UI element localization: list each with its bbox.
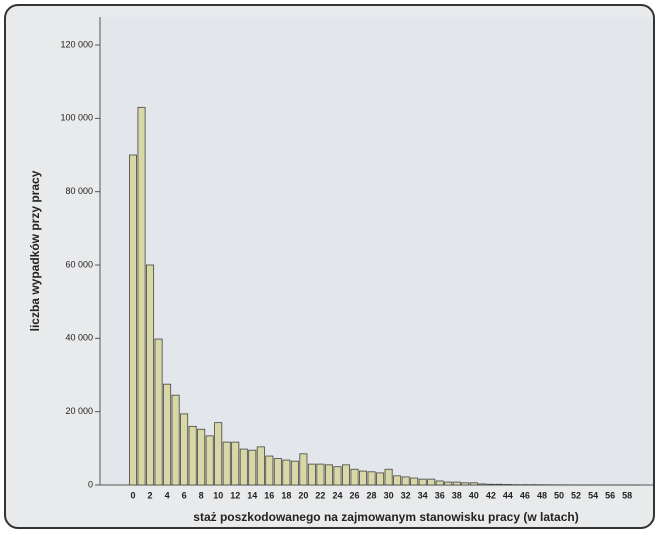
bar xyxy=(273,458,282,486)
bar xyxy=(282,459,291,486)
x-tick-label: 28 xyxy=(367,490,377,500)
bar xyxy=(376,472,385,486)
bar xyxy=(367,471,376,486)
bar xyxy=(290,460,299,486)
bar xyxy=(427,478,436,486)
bar xyxy=(350,468,359,486)
bar xyxy=(486,483,495,486)
bar xyxy=(333,466,342,486)
bar xyxy=(384,468,393,486)
bar xyxy=(461,482,470,486)
y-tick-label: 20 000 xyxy=(65,406,93,416)
x-tick-label: 14 xyxy=(247,490,257,500)
x-tick-label: 8 xyxy=(199,490,204,500)
bar xyxy=(222,441,231,486)
bar xyxy=(435,480,444,486)
bar xyxy=(171,394,180,486)
y-tick-label: 100 000 xyxy=(60,113,93,123)
bar xyxy=(129,154,138,486)
x-tick-label: 38 xyxy=(452,490,462,500)
x-tick-label: 52 xyxy=(571,490,581,500)
bar xyxy=(469,482,478,486)
x-tick-label: 34 xyxy=(418,490,428,500)
x-tick-label: 0 xyxy=(130,490,135,500)
bar xyxy=(137,106,146,486)
bar xyxy=(316,463,325,486)
bar xyxy=(307,463,316,486)
y-tick-label: 0 xyxy=(88,479,93,489)
bar xyxy=(265,455,274,486)
bar xyxy=(401,476,410,486)
bar xyxy=(341,464,350,486)
x-tick-label: 4 xyxy=(165,490,170,500)
bar xyxy=(154,338,163,486)
y-tick-label: 80 000 xyxy=(65,186,93,196)
bar xyxy=(503,484,512,486)
bar xyxy=(418,478,427,486)
bar xyxy=(180,413,189,486)
y-tick-label: 120 000 xyxy=(60,39,93,49)
x-tick-label: 16 xyxy=(264,490,274,500)
bar xyxy=(359,470,368,486)
bar xyxy=(324,464,333,486)
x-tick-label: 6 xyxy=(182,490,187,500)
x-tick-label: 50 xyxy=(554,490,564,500)
x-tick-label: 20 xyxy=(298,490,308,500)
chart: staż poszkodowanego na zajmowanym stanow… xyxy=(28,17,653,524)
x-tick-label: 12 xyxy=(230,490,240,500)
x-axis-title: staż poszkodowanego na zajmowanym stanow… xyxy=(193,510,578,524)
y-axis-title: liczba wypadków przy pracy xyxy=(28,170,42,331)
plot-area xyxy=(100,17,653,485)
x-tick-label: 30 xyxy=(384,490,394,500)
bar xyxy=(393,475,402,486)
bar xyxy=(299,453,308,486)
bar xyxy=(214,422,223,486)
bar xyxy=(410,477,419,486)
x-tick-label: 24 xyxy=(332,490,342,500)
x-tick-label: 54 xyxy=(588,490,598,500)
bar xyxy=(205,435,214,486)
x-tick-label: 26 xyxy=(350,490,360,500)
bar xyxy=(231,441,240,486)
x-tick-label: 32 xyxy=(401,490,411,500)
bar xyxy=(256,446,265,486)
y-tick-label: 60 000 xyxy=(65,259,93,269)
bar xyxy=(197,428,206,486)
bar xyxy=(478,483,487,486)
x-tick-label: 22 xyxy=(315,490,325,500)
x-tick-label: 56 xyxy=(605,490,615,500)
bar xyxy=(495,483,504,486)
card: staż poszkodowanego na zajmowanym stanow… xyxy=(4,4,655,529)
bar xyxy=(163,383,172,486)
x-tick-label: 36 xyxy=(435,490,445,500)
x-tick-label: 40 xyxy=(469,490,479,500)
y-tick-label: 40 000 xyxy=(65,333,93,343)
bar xyxy=(188,425,197,486)
bar xyxy=(444,481,453,486)
bar xyxy=(146,264,155,486)
x-tick-label: 18 xyxy=(281,490,291,500)
bar xyxy=(248,449,257,486)
bar xyxy=(239,448,248,486)
x-tick-label: 48 xyxy=(537,490,547,500)
x-tick-label: 10 xyxy=(213,490,223,500)
x-tick-label: 46 xyxy=(520,490,530,500)
x-tick-label: 58 xyxy=(622,490,632,500)
x-tick-label: 2 xyxy=(148,490,153,500)
x-tick-label: 42 xyxy=(486,490,496,500)
bar xyxy=(452,481,461,486)
x-tick-label: 44 xyxy=(503,490,513,500)
